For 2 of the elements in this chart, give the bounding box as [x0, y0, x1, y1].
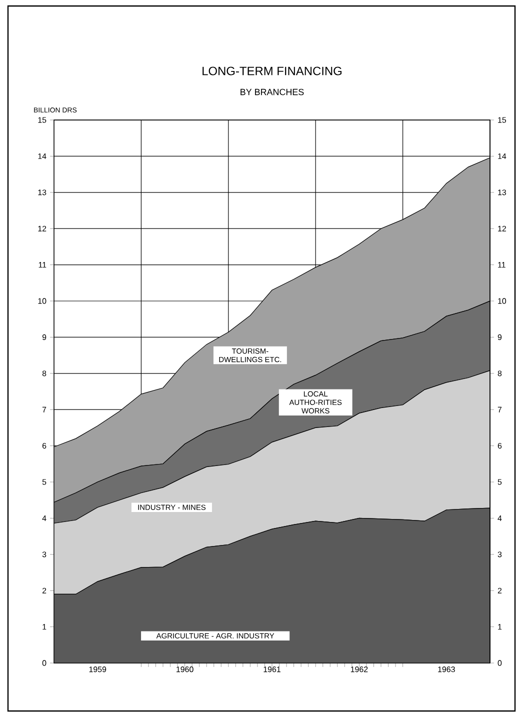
chart-subtitle: BY BRANCHES	[240, 88, 304, 96]
chart-title: LONG-TERM FINANCING	[202, 66, 342, 76]
